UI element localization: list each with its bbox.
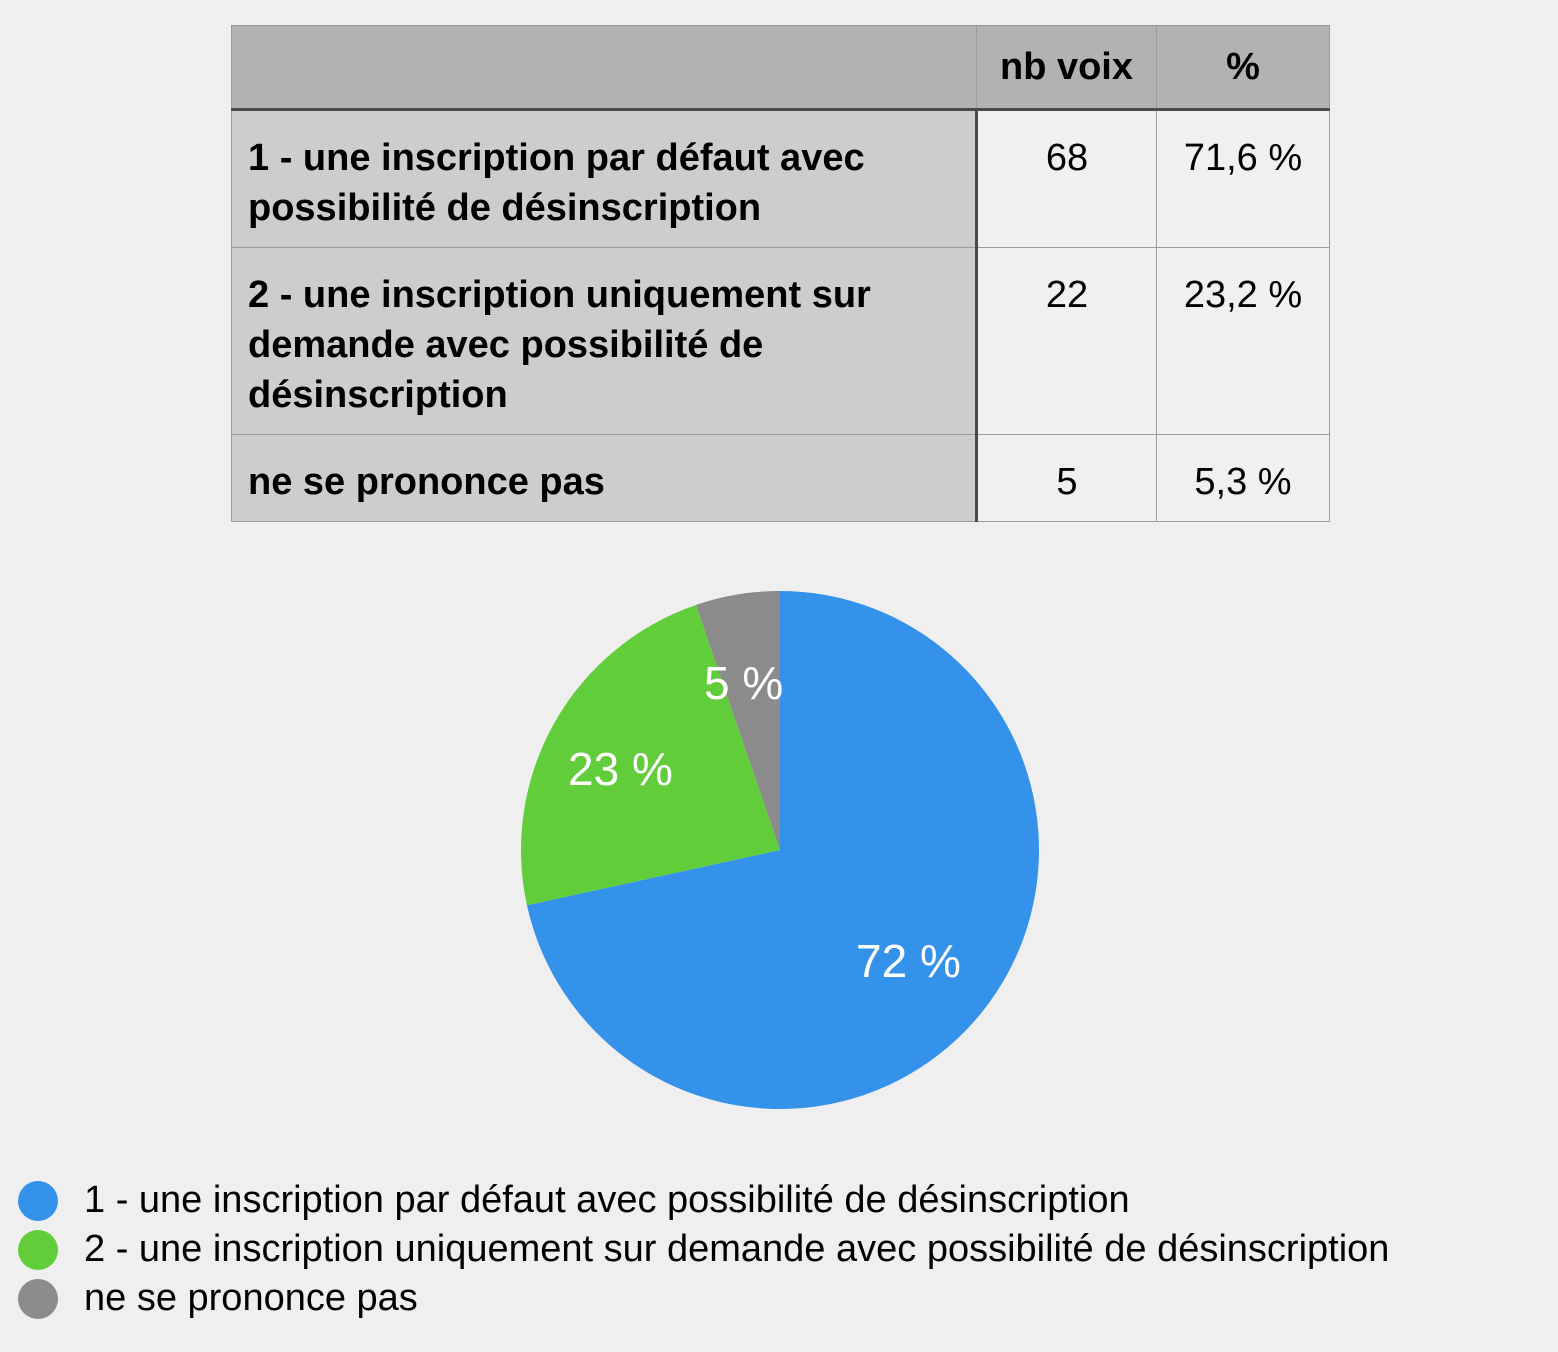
row-label: ne se prononce pas [231, 434, 978, 522]
pie-slice [695, 591, 780, 850]
pie-chart: 72 % 23 % 5 % [520, 590, 1040, 1110]
row-votes: 68 [976, 109, 1157, 248]
legend-label: 1 - une inscription par défaut avec poss… [84, 1179, 1130, 1221]
slice-label-1: 72 % [856, 935, 961, 987]
legend-label: 2 - une inscription uniquement sur deman… [84, 1228, 1390, 1270]
legend-label: ne se prononce pas [84, 1277, 418, 1319]
legend-swatch-icon [18, 1278, 58, 1319]
row-label: 2 - une inscription uniquement sur deman… [231, 247, 978, 435]
legend-item: 1 - une inscription par défaut avec poss… [18, 1176, 1389, 1225]
slice-label-3: 5 % [704, 657, 784, 709]
table-row: ne se prononce pas 5 5,3 % [231, 434, 1330, 522]
chart-legend: 1 - une inscription par défaut avec poss… [18, 1176, 1389, 1323]
header-votes: nb voix [976, 25, 1157, 111]
legend-item: 2 - une inscription uniquement sur deman… [18, 1225, 1389, 1274]
pie-slice [521, 605, 780, 906]
header-label [231, 25, 977, 111]
header-percent: % [1156, 25, 1330, 111]
results-table: nb voix % 1 - une inscription par défaut… [231, 25, 1330, 522]
legend-swatch-icon [18, 1229, 58, 1270]
row-percent: 5,3 % [1156, 434, 1330, 522]
row-percent: 71,6 % [1156, 109, 1330, 248]
legend-item: ne se prononce pas [18, 1274, 1389, 1323]
slice-label-2: 23 % [568, 743, 673, 795]
table-row: 1 - une inscription par défaut avec poss… [231, 109, 1330, 248]
row-label: 1 - une inscription par défaut avec poss… [231, 109, 978, 248]
pie-slice [526, 591, 1039, 1109]
legend-swatch-icon [18, 1180, 58, 1221]
table-row: 2 - une inscription uniquement sur deman… [231, 247, 1330, 435]
table-header-row: nb voix % [231, 25, 1330, 111]
pie-svg [521, 591, 1039, 1109]
row-votes: 5 [976, 434, 1157, 522]
row-percent: 23,2 % [1156, 247, 1330, 435]
row-votes: 22 [976, 247, 1157, 435]
